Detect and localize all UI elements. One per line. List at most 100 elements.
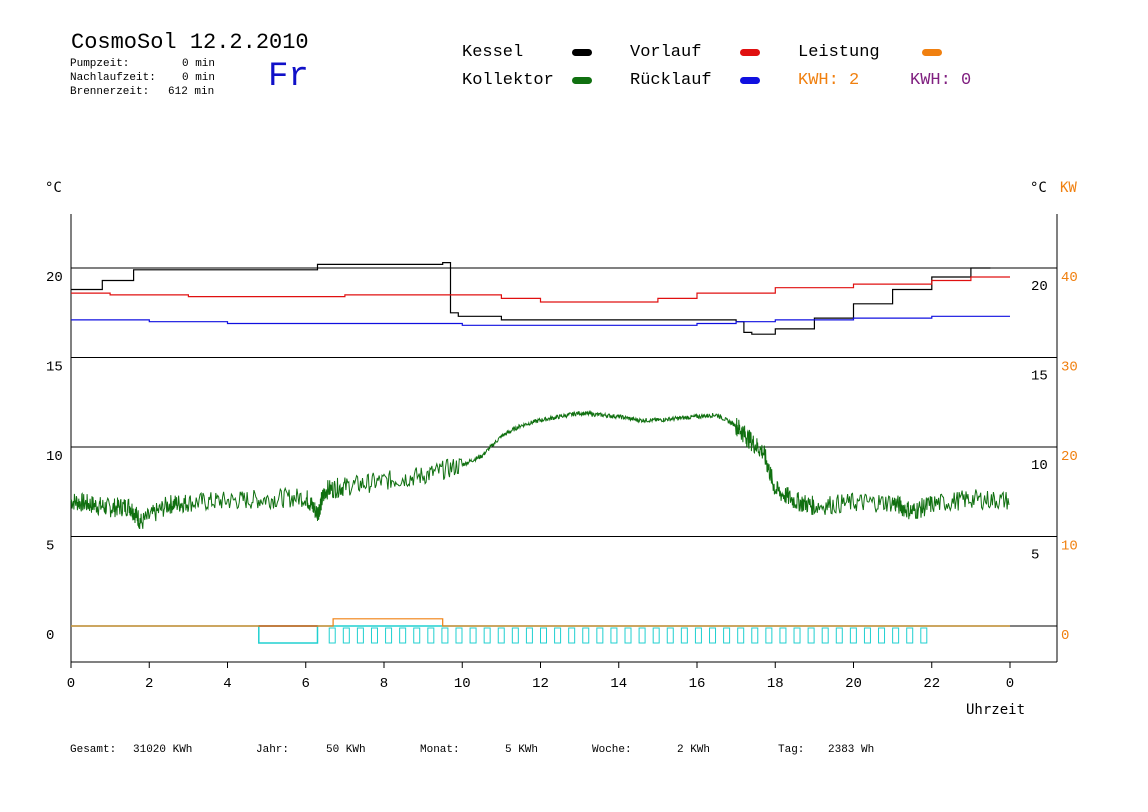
pump-pulse bbox=[765, 627, 773, 644]
y-right-tick-label: 20 bbox=[1031, 279, 1048, 295]
pump-pulse bbox=[737, 627, 745, 644]
footer-monat-label: Monat: bbox=[420, 744, 460, 756]
x-tick-label: 22 bbox=[923, 676, 940, 692]
series-leistung bbox=[71, 618, 1010, 627]
y-right-kw-tick-label: 20 bbox=[1061, 449, 1078, 465]
legend-ruecklauf-label: Rücklauf bbox=[630, 71, 712, 90]
pump-pulse bbox=[385, 627, 393, 644]
pump-pulse bbox=[863, 627, 871, 644]
series-vorlauf bbox=[71, 276, 1010, 303]
x-tick-label: 12 bbox=[532, 676, 549, 692]
legend-vorlauf-label: Vorlauf bbox=[630, 43, 702, 62]
pump-pulse bbox=[751, 627, 759, 644]
pump-pulse bbox=[638, 627, 646, 644]
pump-pulse bbox=[709, 627, 717, 644]
weekday-label: Fr bbox=[268, 58, 309, 96]
pump-pulse bbox=[666, 627, 674, 644]
x-tick-label: 8 bbox=[380, 676, 388, 692]
x-tick-label: 6 bbox=[302, 676, 310, 692]
pump-block bbox=[258, 625, 319, 644]
pump-pulse bbox=[413, 627, 421, 644]
pump-pulse bbox=[455, 627, 463, 644]
footer-monat-value: 5 KWh bbox=[505, 744, 539, 756]
legend-vorlauf-swatch bbox=[740, 49, 760, 56]
pump-time-label: Pumpzeit: bbox=[70, 58, 130, 70]
pump-pulse bbox=[483, 627, 491, 644]
pump-pulse bbox=[328, 627, 336, 644]
footer-tag-label: Tag: bbox=[778, 744, 805, 756]
nachlauf-time-label: Nachlaufzeit: bbox=[70, 72, 156, 84]
y-right-kw-tick-label: 30 bbox=[1061, 360, 1078, 376]
chart-ticks: 0 5 10 15 20 5 10 15 20 0 10 20 30 40 0 2 4 6 8 10 12 14 16 18 2… bbox=[46, 270, 1078, 692]
y-right-kw-tick-label: 40 bbox=[1061, 270, 1078, 286]
nachlauf-time-value: 0 min bbox=[182, 72, 216, 84]
right-axis-unit-kw: KW bbox=[1060, 180, 1077, 196]
x-tick-label: 10 bbox=[454, 676, 471, 692]
x-axis-label: Uhrzeit bbox=[966, 702, 1026, 718]
y-right-kw-tick-label: 0 bbox=[1061, 628, 1069, 644]
pump-pulse bbox=[920, 627, 928, 644]
footer-woche-value: 2 KWh bbox=[677, 744, 711, 756]
pump-pulse bbox=[525, 627, 533, 644]
right-axis-unit: °C bbox=[1030, 180, 1047, 196]
pump-pulse bbox=[342, 627, 350, 644]
legend-kessel-swatch bbox=[572, 49, 592, 56]
pump-pulse bbox=[596, 627, 604, 644]
pump-pulse bbox=[906, 627, 914, 644]
pump-pulse bbox=[835, 627, 843, 644]
series-kollektor bbox=[70, 409, 1010, 530]
y-left-tick-label: 5 bbox=[46, 539, 54, 555]
y-right-tick-label: 5 bbox=[1031, 548, 1039, 564]
x-tick-label: 0 bbox=[67, 676, 75, 692]
pump-pulse bbox=[568, 627, 576, 644]
x-tick-label: 14 bbox=[610, 676, 627, 692]
y-left-tick-label: 0 bbox=[46, 628, 54, 644]
series-ruecklauf bbox=[71, 315, 1010, 326]
pump-pulse bbox=[779, 627, 787, 644]
legend-ruecklauf-swatch bbox=[740, 77, 760, 84]
pump-pulse bbox=[807, 627, 815, 644]
y-right-tick-label: 15 bbox=[1031, 369, 1048, 385]
legend-leistung-label: Leistung bbox=[798, 43, 880, 62]
app-title: CosmoSol 12.2.2010 bbox=[71, 30, 309, 55]
x-tick-label: 18 bbox=[767, 676, 784, 692]
chart-series bbox=[70, 262, 1010, 644]
legend-kwh-purple: KWH: 0 bbox=[910, 71, 972, 90]
pump-pulse bbox=[399, 627, 407, 644]
series-kessel bbox=[71, 262, 991, 335]
pump-pulse bbox=[554, 627, 562, 644]
pump-time-value: 0 min bbox=[182, 58, 216, 70]
pump-pulse bbox=[680, 627, 688, 644]
legend-kollektor-swatch bbox=[572, 77, 592, 84]
chart-grid bbox=[70, 214, 1058, 663]
brenner-time-label: Brennerzeit: bbox=[70, 86, 150, 98]
brenner-time-value: 612 min bbox=[168, 86, 215, 98]
y-left-tick-label: 15 bbox=[46, 360, 63, 376]
pump-pulse bbox=[370, 627, 378, 644]
footer-gesamt-value: 31020 KWh bbox=[133, 744, 193, 756]
x-tick-label: 2 bbox=[145, 676, 153, 692]
pump-pulse bbox=[469, 627, 477, 644]
pump-pulse bbox=[849, 627, 857, 644]
pump-pulse bbox=[652, 627, 660, 644]
legend-leistung-swatch bbox=[922, 49, 942, 56]
pump-pulse bbox=[723, 627, 731, 644]
x-tick-label: 20 bbox=[845, 676, 862, 692]
footer-jahr-label: Jahr: bbox=[256, 744, 290, 756]
pump-pulse bbox=[793, 627, 801, 644]
pump-pulse bbox=[878, 627, 886, 644]
pump-pulse bbox=[497, 627, 505, 644]
footer-tag-value: 2383 Wh bbox=[828, 744, 875, 756]
footer-gesamt-label: Gesamt: bbox=[70, 744, 117, 756]
legend-kessel-label: Kessel bbox=[462, 43, 524, 62]
left-axis-unit: °C bbox=[45, 180, 62, 196]
pump-pulse bbox=[511, 627, 519, 644]
y-right-kw-tick-label: 10 bbox=[1061, 539, 1078, 555]
pump-pulse bbox=[821, 627, 829, 644]
x-tick-label: 4 bbox=[223, 676, 231, 692]
pump-pulse bbox=[356, 627, 364, 644]
y-right-tick-label: 10 bbox=[1031, 458, 1048, 474]
pump-pulse bbox=[427, 627, 435, 644]
y-left-tick-label: 20 bbox=[46, 270, 63, 286]
